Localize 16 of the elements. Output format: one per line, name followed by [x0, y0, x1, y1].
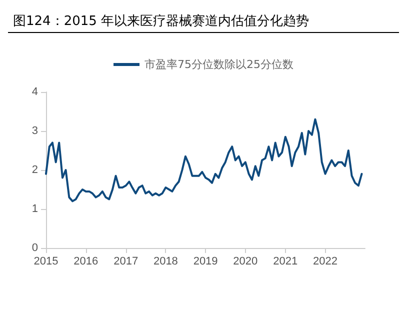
x-tick-label: 2020: [233, 256, 258, 268]
x-tick-label: 2022: [313, 256, 338, 268]
y-tick-label: 4: [32, 86, 38, 98]
x-tick-label: 2021: [273, 256, 298, 268]
x-tick-label: 2019: [193, 256, 218, 268]
y-tick-label: 1: [32, 203, 38, 215]
x-tick-label: 2017: [114, 256, 138, 268]
legend-label: 市盈率75分位数除以25分位数: [144, 58, 294, 71]
line-series: [45, 118, 363, 202]
y-tick-label: 3: [32, 125, 38, 137]
x-tick-label: 2018: [153, 256, 178, 268]
chart-title: 图124：2015 年以来医疗器械赛道内估值分化趋势: [13, 13, 310, 29]
y-tick-label: 2: [32, 164, 38, 176]
x-tick-label: 2015: [34, 256, 58, 268]
y-tick-label: 0: [32, 242, 38, 254]
x-tick-label: 2016: [74, 256, 98, 268]
